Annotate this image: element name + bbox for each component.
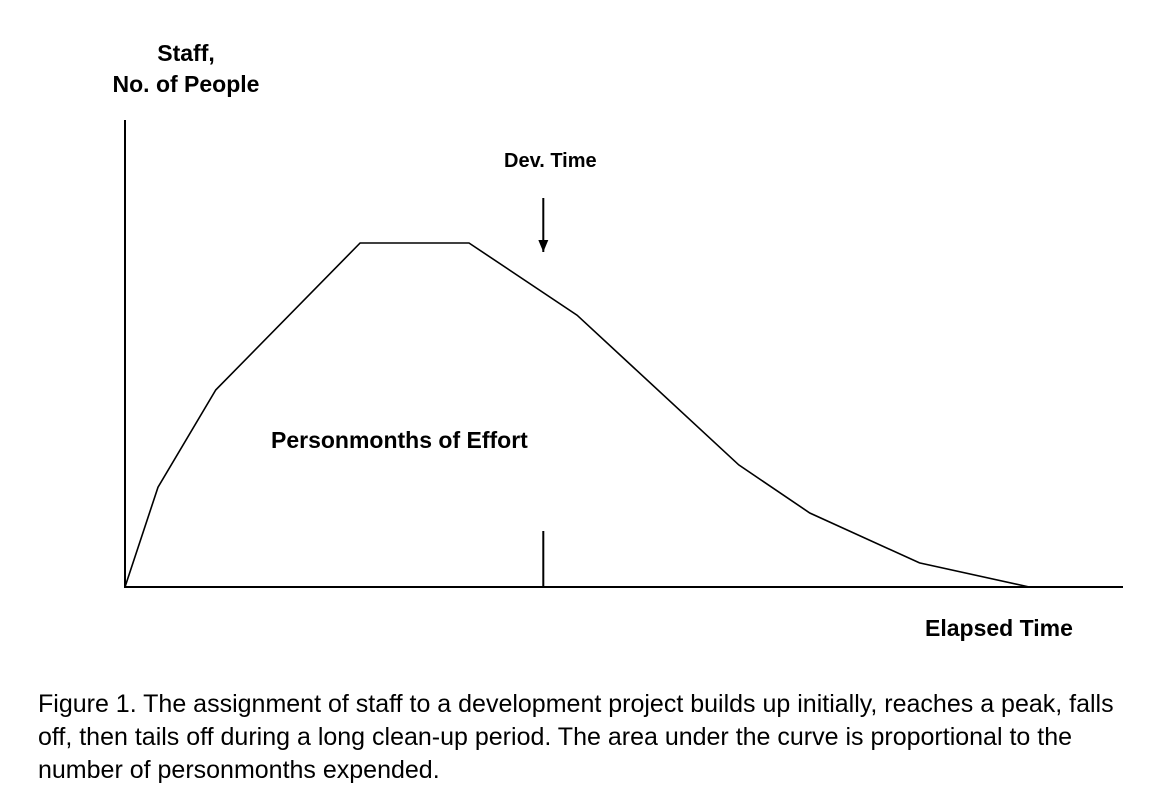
- dev-time-label: Dev. Time: [504, 150, 597, 172]
- y-axis-label-line1: Staff,: [157, 40, 215, 66]
- y-axis-label-line2: No. of People: [112, 71, 260, 97]
- staff-curve: [124, 242, 1115, 588]
- y-axis-label: Staff, No. of People: [100, 38, 272, 100]
- x-axis-label: Elapsed Time: [925, 615, 1073, 641]
- area-label: Personmonths of Effort: [271, 427, 528, 453]
- figure-caption: Figure 1. The assignment of staff to a d…: [38, 690, 1114, 784]
